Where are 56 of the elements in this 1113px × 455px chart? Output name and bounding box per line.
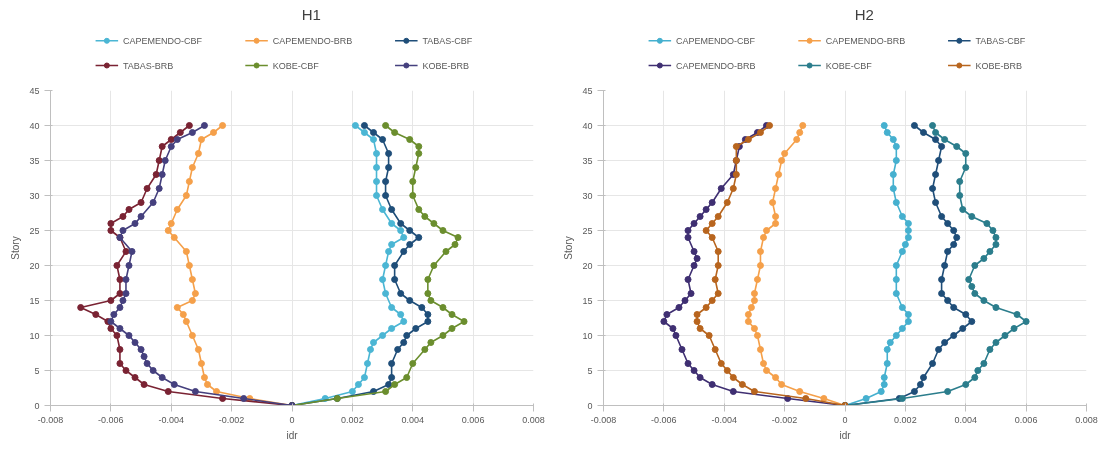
y-tick-label: 35 xyxy=(582,155,593,166)
y-tick-label: 15 xyxy=(582,295,593,306)
y-tick-label: 35 xyxy=(29,155,40,166)
y-tick-label: 40 xyxy=(29,120,40,131)
y-tick-label: 45 xyxy=(582,85,593,96)
x-tick-label: -0.002 xyxy=(218,414,245,425)
x-tick-label: -0.006 xyxy=(651,414,677,425)
y-tick-label: 25 xyxy=(29,225,40,236)
x-tick-label: 0.008 xyxy=(1075,414,1098,425)
x-tick-label: 0.004 xyxy=(401,414,425,425)
x-tick-label: 0.008 xyxy=(522,414,545,425)
x-tick-label: -0.008 xyxy=(590,414,617,425)
legend-label: TABAS-BRB xyxy=(122,60,174,71)
x-tick-label: -0.004 xyxy=(158,414,185,425)
x-tick-label: 0.002 xyxy=(894,414,917,425)
legend-label: CAPEMENDO-BRB xyxy=(825,35,906,46)
y-tick-label: 40 xyxy=(582,120,593,131)
legend-label: KOBE-BRB xyxy=(422,60,469,71)
x-tick-label: -0.002 xyxy=(771,414,798,425)
y-axis-title: Story xyxy=(563,236,575,260)
chart-title: H1 xyxy=(301,6,321,24)
y-tick-label: 0 xyxy=(34,400,40,411)
y-tick-label: 45 xyxy=(29,85,40,96)
x-tick-label: -0.006 xyxy=(98,414,124,425)
x-tick-label: 0 xyxy=(289,414,295,425)
x-tick-label: -0.008 xyxy=(37,414,64,425)
x-tick-label: 0.002 xyxy=(341,414,364,425)
legend-label: CAPEMENDO-CBF xyxy=(122,35,203,46)
chart-title: H2 xyxy=(854,6,874,24)
y-tick-label: 10 xyxy=(29,330,40,341)
x-axis-title: idr xyxy=(839,429,852,441)
legend-label: TABAS-CBF xyxy=(422,35,473,46)
y-tick-label: 15 xyxy=(29,295,40,306)
legend-label: KOBE-BRB xyxy=(975,60,1022,71)
legend-label: KOBE-CBF xyxy=(272,60,320,71)
y-tick-label: 30 xyxy=(582,190,593,201)
legend-label: CAPEMENDO-BRB xyxy=(272,35,353,46)
y-tick-label: 20 xyxy=(582,260,593,271)
legend-label: CAPEMENDO-CBF xyxy=(675,35,756,46)
y-tick-label: 25 xyxy=(582,225,593,236)
x-tick-label: 0.006 xyxy=(461,414,485,425)
x-axis-title: idr xyxy=(286,429,299,441)
x-tick-label: 0 xyxy=(842,414,848,425)
x-tick-label: 0.006 xyxy=(1014,414,1038,425)
y-tick-label: 0 xyxy=(587,400,593,411)
x-tick-label: -0.004 xyxy=(711,414,738,425)
y-tick-label: 5 xyxy=(587,365,593,376)
legend-label: TABAS-CBF xyxy=(975,35,1026,46)
y-tick-label: 10 xyxy=(582,330,593,341)
legend-label: KOBE-CBF xyxy=(825,60,873,71)
y-axis-title: Story xyxy=(10,236,22,260)
legend-label: CAPEMENDO-BRB xyxy=(675,60,756,71)
y-tick-label: 20 xyxy=(29,260,40,271)
y-tick-label: 5 xyxy=(34,365,40,376)
y-tick-label: 30 xyxy=(29,190,40,201)
x-tick-label: 0.004 xyxy=(954,414,978,425)
